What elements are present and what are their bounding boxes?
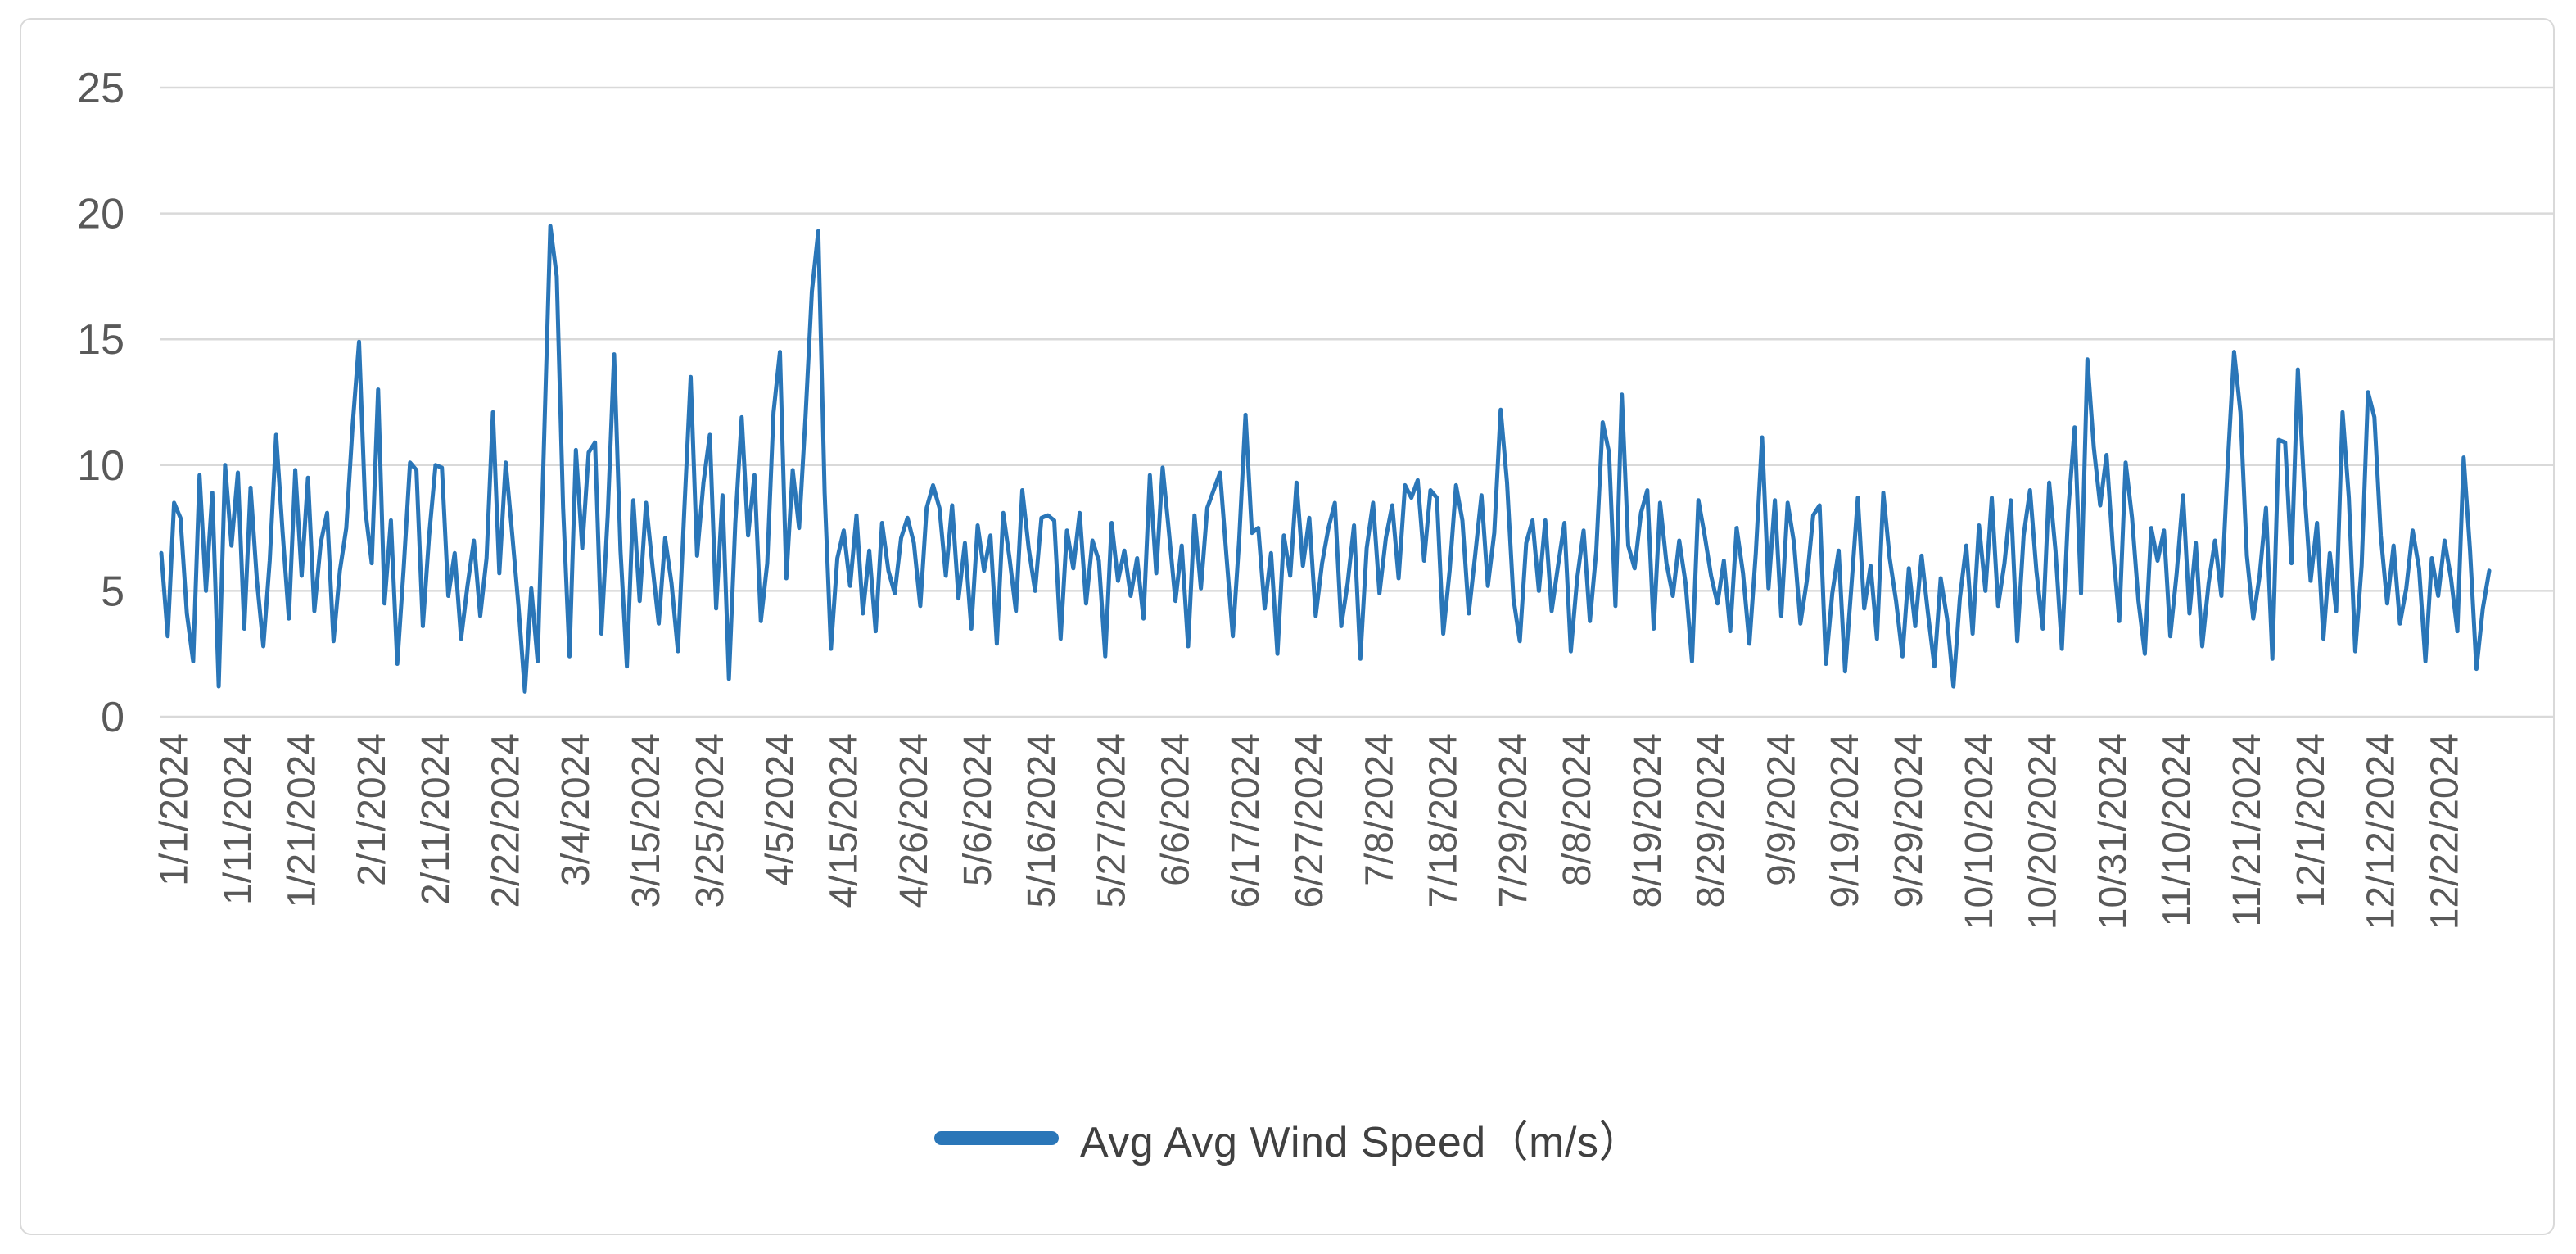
y-tick-label: 5 (101, 568, 124, 615)
chart-outer-border (20, 18, 2555, 1235)
x-tick-label: 9/19/2024 (1824, 733, 1867, 908)
x-tick-label: 6/17/2024 (1224, 733, 1268, 908)
x-tick-label: 11/10/2024 (2155, 733, 2199, 927)
x-tick-label: 10/20/2024 (2022, 733, 2065, 930)
legend-series-label: Avg Avg Wind Speed（m/s） (1080, 1119, 1642, 1166)
y-tick-label: 0 (101, 694, 124, 741)
x-tick-label: 3/25/2024 (689, 733, 732, 908)
x-tick-label: 4/15/2024 (822, 733, 865, 908)
x-tick-label: 2/11/2024 (414, 733, 458, 905)
x-tick-label: 10/10/2024 (1958, 733, 2001, 930)
x-tick-label: 7/18/2024 (1422, 733, 1466, 908)
x-tick-label: 4/26/2024 (893, 733, 936, 908)
x-tick-label: 5/16/2024 (1020, 733, 1064, 908)
x-tick-label: 3/4/2024 (554, 733, 598, 886)
x-tick-label: 3/15/2024 (625, 733, 668, 908)
wind-speed-series-line (159, 224, 2492, 694)
y-tick-label: 15 (77, 316, 124, 364)
x-tick-label: 6/27/2024 (1288, 733, 1331, 908)
x-tick-label: 12/12/2024 (2360, 733, 2403, 930)
x-tick-label: 8/29/2024 (1690, 733, 1733, 908)
x-tick-label: 8/8/2024 (1556, 733, 1599, 886)
legend-line-swatch (934, 1131, 1060, 1145)
x-tick-label: 9/9/2024 (1760, 733, 1803, 886)
x-tick-label: 12/22/2024 (2423, 733, 2466, 930)
y-tick-label: 20 (77, 191, 124, 238)
x-tick-label: 6/6/2024 (1154, 733, 1197, 886)
x-tick-label: 1/1/2024 (153, 733, 197, 886)
x-tick-label: 12/1/2024 (2289, 733, 2333, 908)
x-tick-label: 5/27/2024 (1091, 733, 1134, 908)
x-tick-label: 1/21/2024 (280, 733, 323, 908)
x-tick-label: 7/8/2024 (1358, 733, 1402, 886)
x-tick-label: 2/1/2024 (350, 733, 394, 886)
x-tick-label: 7/29/2024 (1492, 733, 1535, 908)
x-tick-label: 5/6/2024 (956, 733, 1000, 886)
chart-legend[interactable]: Avg Avg Wind Speed（m/s） (0, 1107, 2576, 1169)
x-tick-label: 1/11/2024 (216, 733, 260, 905)
y-tick-label: 25 (77, 65, 124, 112)
x-tick-label: 10/31/2024 (2091, 733, 2135, 930)
x-tick-label: 8/19/2024 (1626, 733, 1670, 908)
x-tick-label: 2/22/2024 (485, 733, 528, 908)
y-tick-label: 10 (77, 442, 124, 490)
x-tick-label: 11/21/2024 (2226, 733, 2269, 927)
x-tick-label: 9/29/2024 (1887, 733, 1931, 908)
x-tick-label: 4/5/2024 (759, 733, 802, 886)
